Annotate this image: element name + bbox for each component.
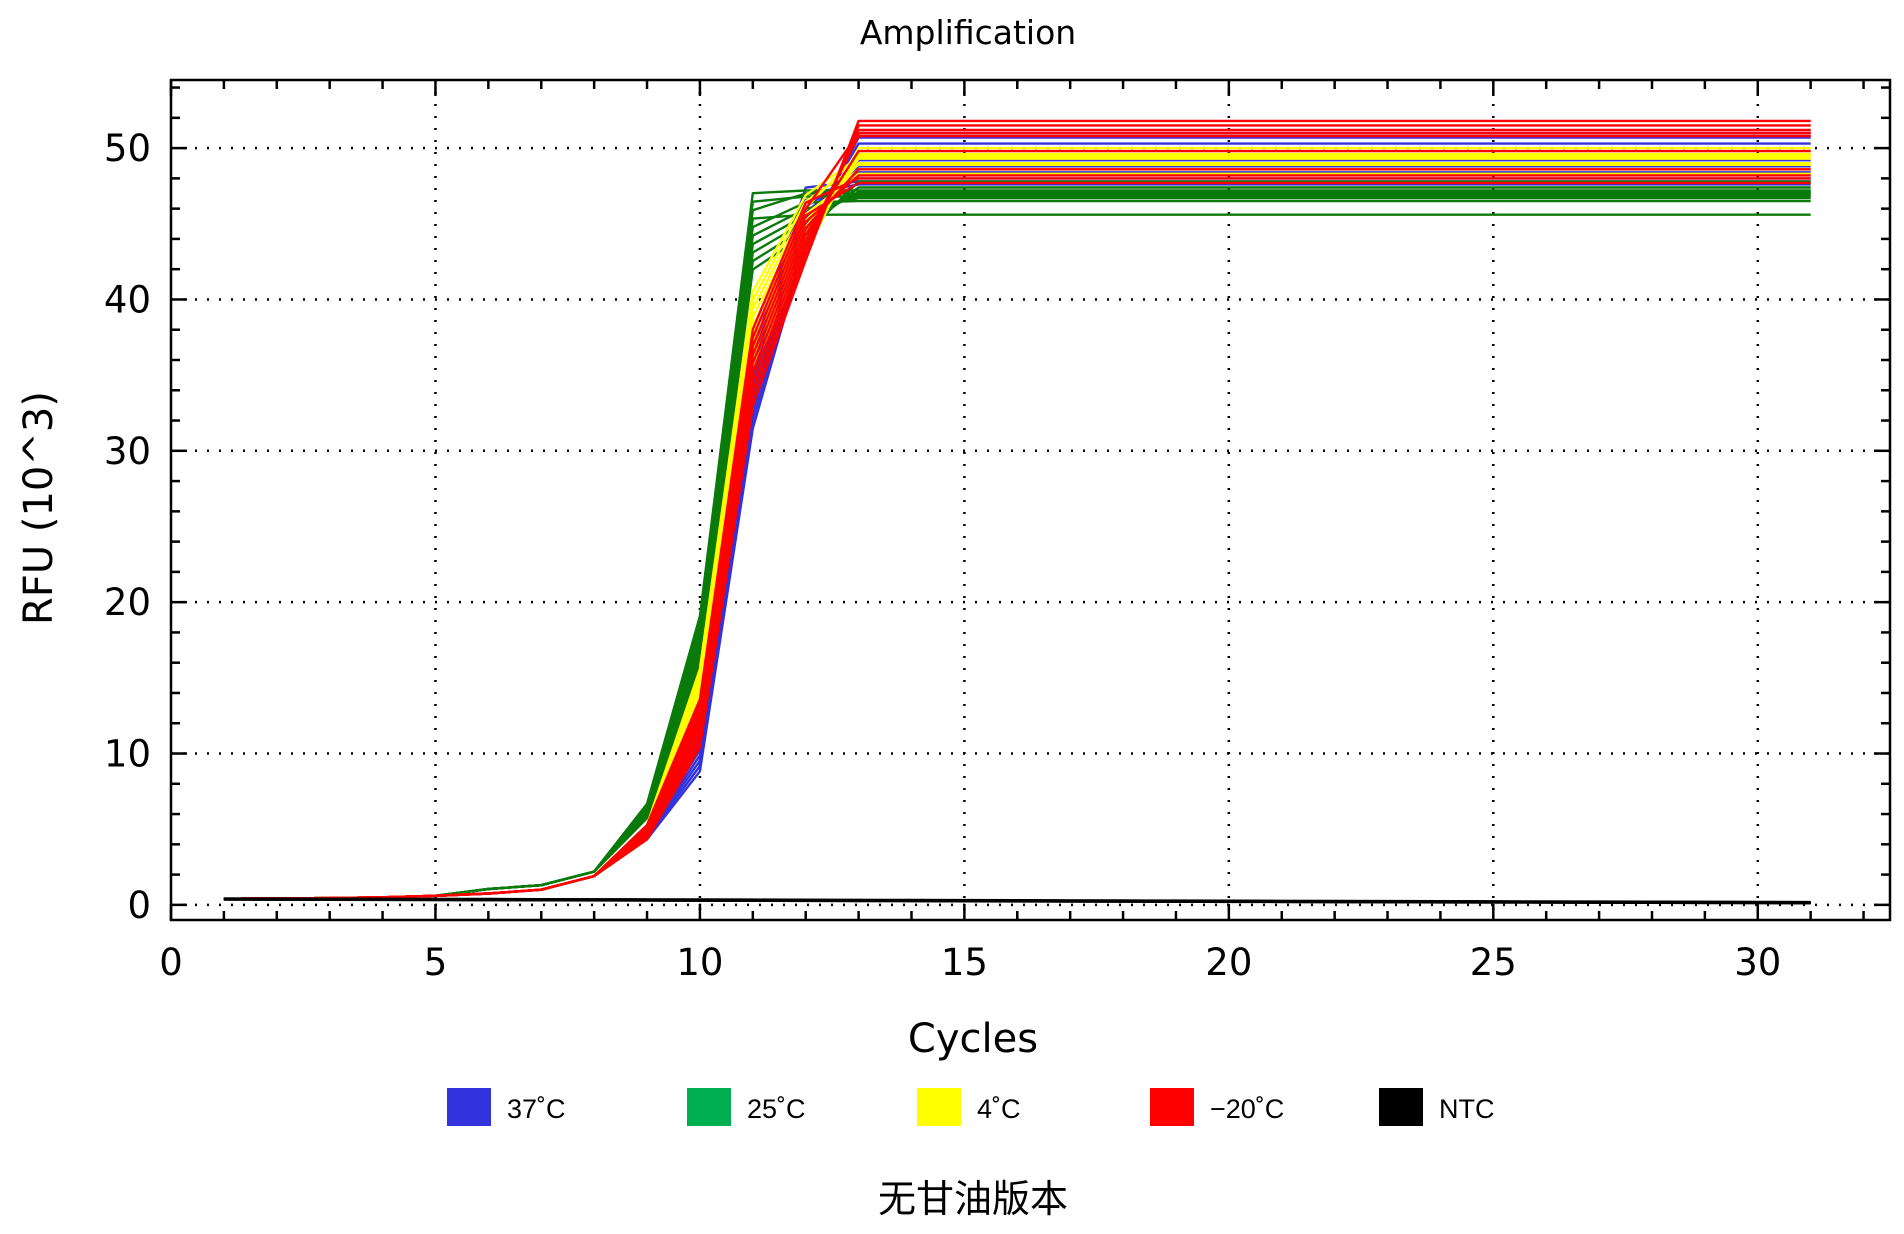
series-line-37C-5	[223, 165, 1811, 900]
x-tick-label: 20	[1205, 941, 1252, 984]
x-tick-label: 5	[424, 941, 448, 984]
y-axis-label: RFU (10^3)	[16, 391, 62, 625]
series-line-37C-9	[223, 180, 1811, 900]
series-line-4C-8	[223, 163, 1811, 900]
legend-label: 4˚C	[977, 1094, 1021, 1124]
series-line-37C-3	[223, 152, 1811, 900]
plot-frame	[169, 78, 1892, 922]
series-line-20C-2	[223, 128, 1811, 900]
series-line-20C-7	[223, 181, 1811, 900]
series-line-20C-4	[223, 149, 1811, 900]
chart-title: Amplification	[860, 13, 1076, 52]
series-line-20C-3	[223, 134, 1811, 900]
series-line-20C-8	[223, 131, 1811, 900]
legend-swatch	[917, 1088, 961, 1126]
series-line-4C-3	[223, 157, 1811, 900]
x-tick-label: 25	[1470, 941, 1517, 984]
series-line-37C-4	[223, 158, 1811, 900]
legend-label: −20˚C	[1210, 1094, 1284, 1124]
series-line-37C-7	[223, 177, 1811, 900]
footer-caption: 无甘油版本	[878, 1177, 1068, 1221]
series-line-20C-0	[223, 119, 1811, 900]
x-tick-label: 10	[676, 941, 723, 984]
y-tick-label: 0	[127, 884, 151, 927]
series-line-37C-2	[223, 142, 1811, 900]
legend-swatch	[687, 1088, 731, 1126]
series-line-37C-6	[223, 171, 1811, 900]
series-lines	[223, 119, 1811, 905]
series-line-25C-1	[223, 186, 1811, 900]
y-tick-label: 40	[104, 278, 151, 321]
series-line-4C-9	[223, 155, 1811, 900]
series-line-25C-2	[223, 190, 1811, 900]
y-tick-label: 50	[104, 127, 151, 170]
y-tick-label: 30	[104, 430, 151, 473]
series-line-4C-4	[223, 161, 1811, 900]
legend-swatch	[447, 1088, 491, 1126]
legend-label: 25˚C	[747, 1094, 806, 1124]
legend: 37˚C 25˚C 4˚C −20˚C NTC	[447, 1088, 1495, 1126]
series-line-25C-8	[223, 195, 1811, 900]
series-line-4C-7	[223, 152, 1811, 900]
legend-label: NTC	[1439, 1094, 1495, 1124]
legend-label: 37˚C	[507, 1094, 566, 1124]
x-tick-label: 0	[159, 941, 183, 984]
y-tick-label: 10	[104, 733, 151, 776]
series-line-37C-8	[223, 183, 1811, 900]
x-tick-label: 30	[1734, 941, 1781, 984]
series-line-20C-1	[223, 124, 1811, 900]
y-tick-label: 20	[104, 581, 151, 624]
series-line-20C-5	[223, 168, 1811, 900]
x-axis-label: Cycles	[908, 1016, 1038, 1062]
legend-swatch	[1379, 1088, 1423, 1126]
series-line-NTC-9	[223, 898, 1811, 905]
series-line-4C-5	[223, 168, 1811, 900]
grid	[171, 80, 1890, 920]
series-line-25C-9	[223, 189, 1811, 900]
series-line-4C-2	[223, 154, 1811, 900]
axes: 0 5 10 15 20 25 30 0 10 20 30 40 50	[104, 78, 1892, 984]
series-line-25C-6	[223, 213, 1811, 900]
series-line-25C-5	[223, 199, 1811, 900]
series-line-25C-7	[223, 192, 1811, 900]
x-tick-label: 15	[941, 941, 988, 984]
series-line-25C-0	[223, 180, 1811, 900]
series-line-20C-6	[223, 174, 1811, 900]
series-line-4C-6	[223, 172, 1811, 900]
series-line-4C-1	[223, 149, 1811, 900]
series-line-25C-4	[223, 196, 1811, 900]
series-line-4C-0	[223, 146, 1811, 900]
series-line-37C-1	[223, 136, 1811, 900]
series-line-20C-9	[223, 177, 1811, 900]
legend-swatch	[1150, 1088, 1194, 1126]
series-line-25C-3	[223, 193, 1811, 900]
series-line-37C-0	[223, 131, 1811, 900]
